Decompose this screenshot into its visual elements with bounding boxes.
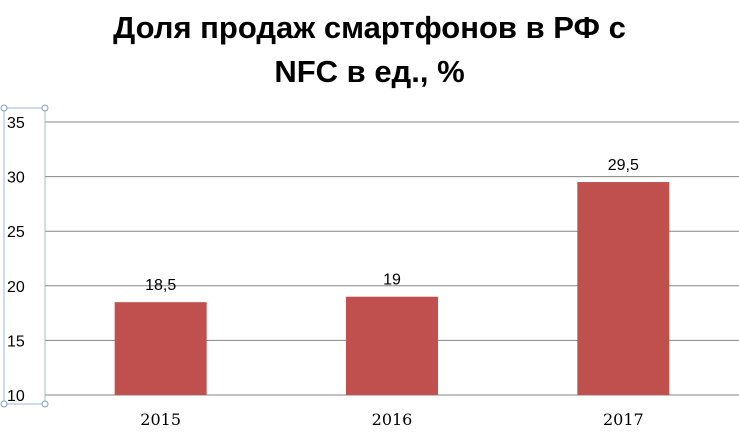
- bar-2015: [114, 302, 207, 395]
- y-tick-label-35: 35: [7, 115, 25, 132]
- bar-2016: [346, 296, 438, 395]
- chart-title: Доля продаж смартфонов в РФ с NFC в ед.,…: [0, 6, 739, 94]
- selection-handle[interactable]: [41, 104, 49, 112]
- chart-title-line-2: NFC в ед., %: [274, 54, 465, 89]
- data-label-2016: 19: [383, 272, 401, 289]
- x-tick-label-2015: 2015: [140, 410, 181, 429]
- labels: 10 15 20 25 30 35 18,5 2015 19 2016 29,5 2017: [7, 115, 644, 429]
- y-tick-label-15: 15: [7, 333, 25, 350]
- bar-2017: [577, 182, 670, 395]
- y-tick-label-30: 30: [7, 170, 25, 187]
- chart-title-line-1: Доля продаж смартфонов в РФ с: [113, 10, 626, 45]
- x-tick-label-2016: 2016: [372, 410, 413, 429]
- x-tick-label-2017: 2017: [603, 410, 644, 429]
- data-label-2015: 18,5: [145, 277, 176, 294]
- y-tick-label-10: 10: [7, 388, 25, 405]
- data-label-2017: 29,5: [608, 157, 639, 174]
- selection-handle[interactable]: [0, 400, 8, 408]
- selection-handle[interactable]: [0, 104, 8, 112]
- selection-handles: [0, 104, 49, 408]
- y-tick-label-25: 25: [7, 224, 25, 241]
- selection-handle[interactable]: [41, 400, 49, 408]
- y-tick-label-20: 20: [7, 279, 25, 296]
- axis-selection-frame: [3, 107, 46, 405]
- bars: [114, 182, 670, 395]
